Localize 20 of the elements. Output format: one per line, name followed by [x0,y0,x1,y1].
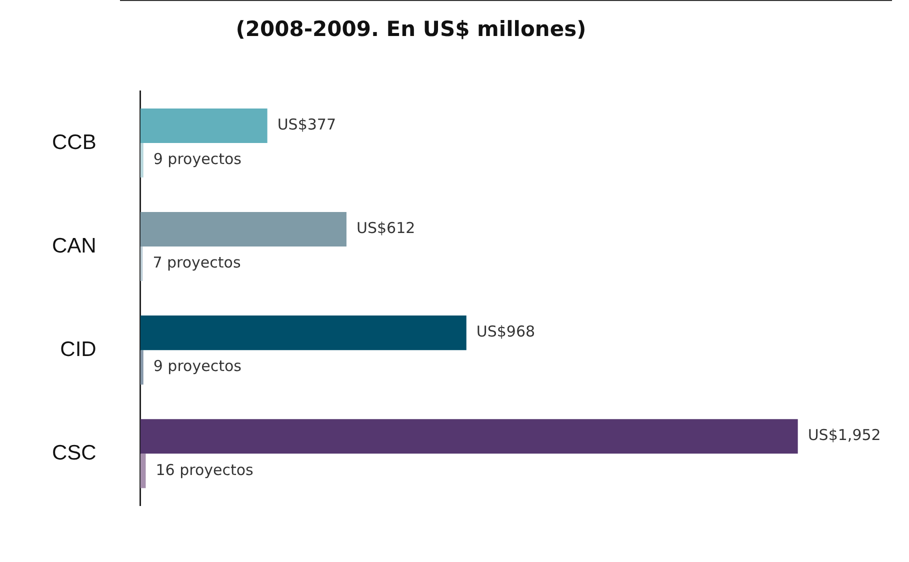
bar [140,419,798,454]
bar [140,108,268,143]
chart-title: (2008-2009. En US$ millones) [236,17,586,42]
data-label: US$968 [476,322,536,341]
data-label: 9 proyectos [153,150,242,168]
data-label: 16 proyectos [156,460,254,479]
data-label: 7 proyectos [152,254,241,272]
y-tick-label: CCB [52,130,96,154]
data-label: 9 proyectos [153,357,242,376]
bar [140,350,144,385]
bar [140,212,346,247]
data-label: US$612 [356,219,416,238]
y-tick-label: CID [60,338,96,361]
y-tick-label: CSC [52,441,96,464]
bar [140,454,146,488]
bar [140,316,466,350]
data-label: US$1,952 [808,426,881,444]
bar [140,142,144,178]
data-label: US$377 [277,116,336,134]
y-tick-label: CAN [52,234,96,258]
